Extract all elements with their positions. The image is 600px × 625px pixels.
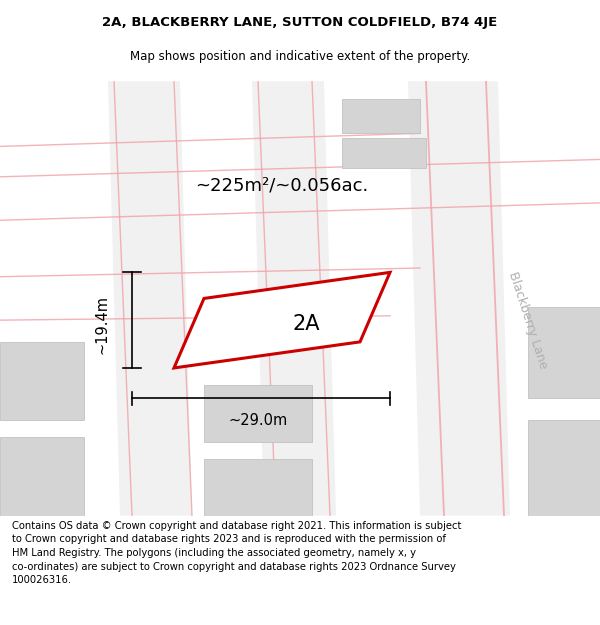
Polygon shape	[408, 81, 510, 516]
Text: ~225m²/~0.056ac.: ~225m²/~0.056ac.	[196, 176, 368, 194]
Text: Contains OS data © Crown copyright and database right 2021. This information is : Contains OS data © Crown copyright and d…	[12, 521, 461, 585]
Polygon shape	[528, 420, 600, 516]
Polygon shape	[0, 342, 84, 420]
Text: Map shows position and indicative extent of the property.: Map shows position and indicative extent…	[130, 50, 470, 62]
Polygon shape	[204, 385, 312, 442]
Text: 2A: 2A	[292, 314, 320, 334]
Polygon shape	[108, 81, 192, 516]
Polygon shape	[342, 138, 426, 168]
Text: 2A, BLACKBERRY LANE, SUTTON COLDFIELD, B74 4JE: 2A, BLACKBERRY LANE, SUTTON COLDFIELD, B…	[103, 16, 497, 29]
Polygon shape	[204, 459, 312, 516]
Polygon shape	[174, 272, 390, 368]
Text: ~19.4m: ~19.4m	[95, 295, 110, 354]
Polygon shape	[0, 438, 84, 516]
Polygon shape	[342, 99, 420, 133]
Text: ~29.0m: ~29.0m	[229, 412, 287, 428]
Polygon shape	[528, 307, 600, 398]
Text: Blackberry Lane: Blackberry Lane	[506, 270, 550, 371]
Polygon shape	[252, 81, 336, 516]
